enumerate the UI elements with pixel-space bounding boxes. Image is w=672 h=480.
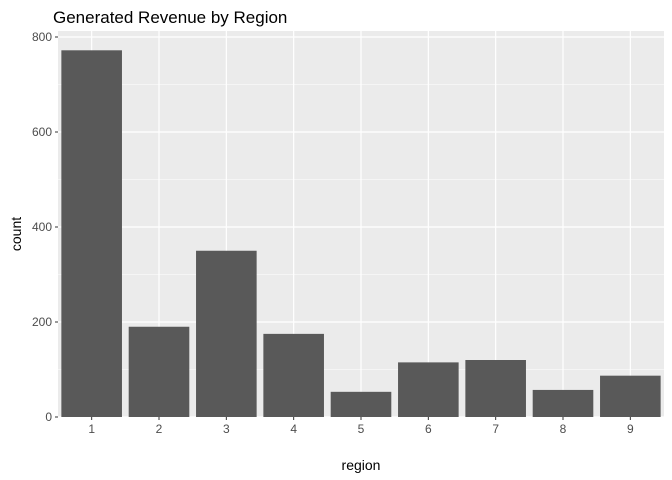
y-tick-label: 200 [32,315,52,329]
x-tick-label: 6 [425,422,432,436]
x-tick-label: 3 [223,422,230,436]
y-tick-label: 400 [32,220,52,234]
bar-region-1 [61,50,122,418]
y-axis-title: count [8,217,24,251]
x-tick-label: 7 [492,422,499,436]
x-tick-label: 5 [358,422,365,436]
y-axis-ticks: 0 200 400 600 800 [32,30,58,424]
x-tick-label: 8 [560,422,567,436]
x-tick-label: 2 [156,422,163,436]
y-tick-label: 800 [32,30,52,44]
y-tick-label: 600 [32,125,52,139]
bar-region-3 [196,250,257,417]
bar-region-8 [532,389,594,417]
x-axis-ticks: 1 2 3 4 5 6 7 8 9 [88,417,634,436]
x-tick-label: 1 [88,422,95,436]
bar-region-6 [398,362,459,417]
bar-region-9 [600,375,661,417]
bar-region-2 [128,326,190,417]
y-tick-label: 0 [45,410,52,424]
x-axis-title: region [342,457,381,473]
bars [61,50,661,418]
x-tick-label: 4 [290,422,297,436]
bar-region-5 [330,391,392,417]
x-tick-label: 9 [627,422,634,436]
bar-region-4 [263,333,324,417]
bar-region-7 [465,360,526,417]
chart-title: Generated Revenue by Region [53,8,287,27]
